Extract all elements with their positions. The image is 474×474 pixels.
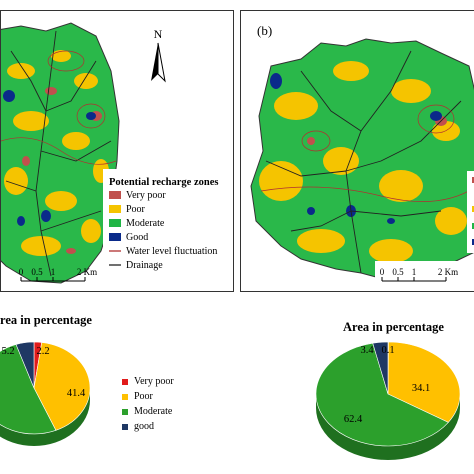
legend-label: Very poor [126,190,166,201]
north-arrow: N [151,27,166,83]
legend-label: Poor [126,204,146,215]
pie-legend-swatch [122,393,128,400]
legend-swatch [109,233,121,241]
pie2-label-good: 3.4 [360,345,374,356]
scale-tick-0-5: 0.5 [31,267,43,277]
pie1-svg: 5.2 2.2 41.4 [0,341,91,446]
pie2-label-very-poor: 0.1 [381,345,394,356]
scale-tick-0: 0 [19,267,24,277]
legend-label: Water level fluctuation [126,246,217,257]
pie1-legend: Very poor Poor Moderate good [122,374,174,434]
pie-legend-swatch [122,423,128,430]
legend-label: Drainage [126,260,163,271]
pie-slice-moderate [315,342,449,447]
legend-swatch [109,219,121,227]
scale-bar-a: 0 0.5 1 2 Km [19,267,97,282]
map-b-svg: (b) [250,23,474,283]
pie-legend-item: Moderate [122,404,174,419]
pie-legend-label: Poor [134,391,153,402]
pie-legend-item: Poor [122,389,174,404]
scale-tick-0-5: 0.5 [392,267,404,277]
pie-legend-item: Very poor [122,374,174,389]
pie2-svg: 3.4 0.1 34.1 62.4 [315,341,461,460]
map-a-svg: N Potential recharge zones Very poor Poor… [1,22,233,284]
drainage-lines-b [265,50,462,274]
pie-slice-good [372,341,389,395]
legend-title: Potential recharge zones [109,177,218,188]
pie1-label-poor: 41.4 [67,388,86,399]
water-level-contours-b [260,104,474,202]
scale-tick-2km: 2 Km [77,267,97,277]
zone-patches-a [3,50,109,256]
drainage-lines-a [5,30,112,277]
map-panel-b: (b) [240,10,474,292]
north-label: N [154,27,163,41]
scale-tick-1: 1 [412,267,417,277]
legend-label: Moderate [126,218,165,229]
pie-legend-label: good [134,421,154,432]
pie2-title: Area in percentage [343,320,444,334]
panel-b-label: (b) [257,23,272,38]
pie-legend-swatch [122,408,128,415]
water-level-contours-a [1,50,117,165]
legend-label: Good [126,232,148,243]
pie2-label-moderate: 62.4 [344,414,363,425]
pie1-label-very-poor: 2.2 [36,346,49,357]
pie-legend-swatch [122,378,128,385]
pie-slice-poor [33,342,91,431]
scale-tick-0: 0 [380,267,385,277]
pie2-label-poor: 34.1 [412,383,430,394]
pie-extrusion [316,394,460,460]
pie1-title: rea in percentage [0,313,92,327]
pie-extrusion [0,388,90,446]
pie-legend-item: good [122,419,174,434]
legend-a: Potential recharge zones Very poor Poor Mo… [103,169,233,283]
map-panel-a: N Potential recharge zones Very poor Poor… [0,10,234,292]
pie1-label-good: 5.2 [1,346,14,357]
pie-legend-label: Moderate [134,406,173,417]
legend-swatch [109,205,121,213]
pie-slice-good [15,341,35,389]
pie-legend-label: Very poor [134,376,174,387]
scale-tick-1: 1 [51,267,56,277]
legend-swatch [109,191,121,199]
scale-bar-b: 0 0.5 1 2 Km [375,261,465,283]
pie-slice-moderate [0,344,57,435]
legend-b-partial [467,171,474,253]
scale-tick-2km: 2 Km [438,267,458,277]
